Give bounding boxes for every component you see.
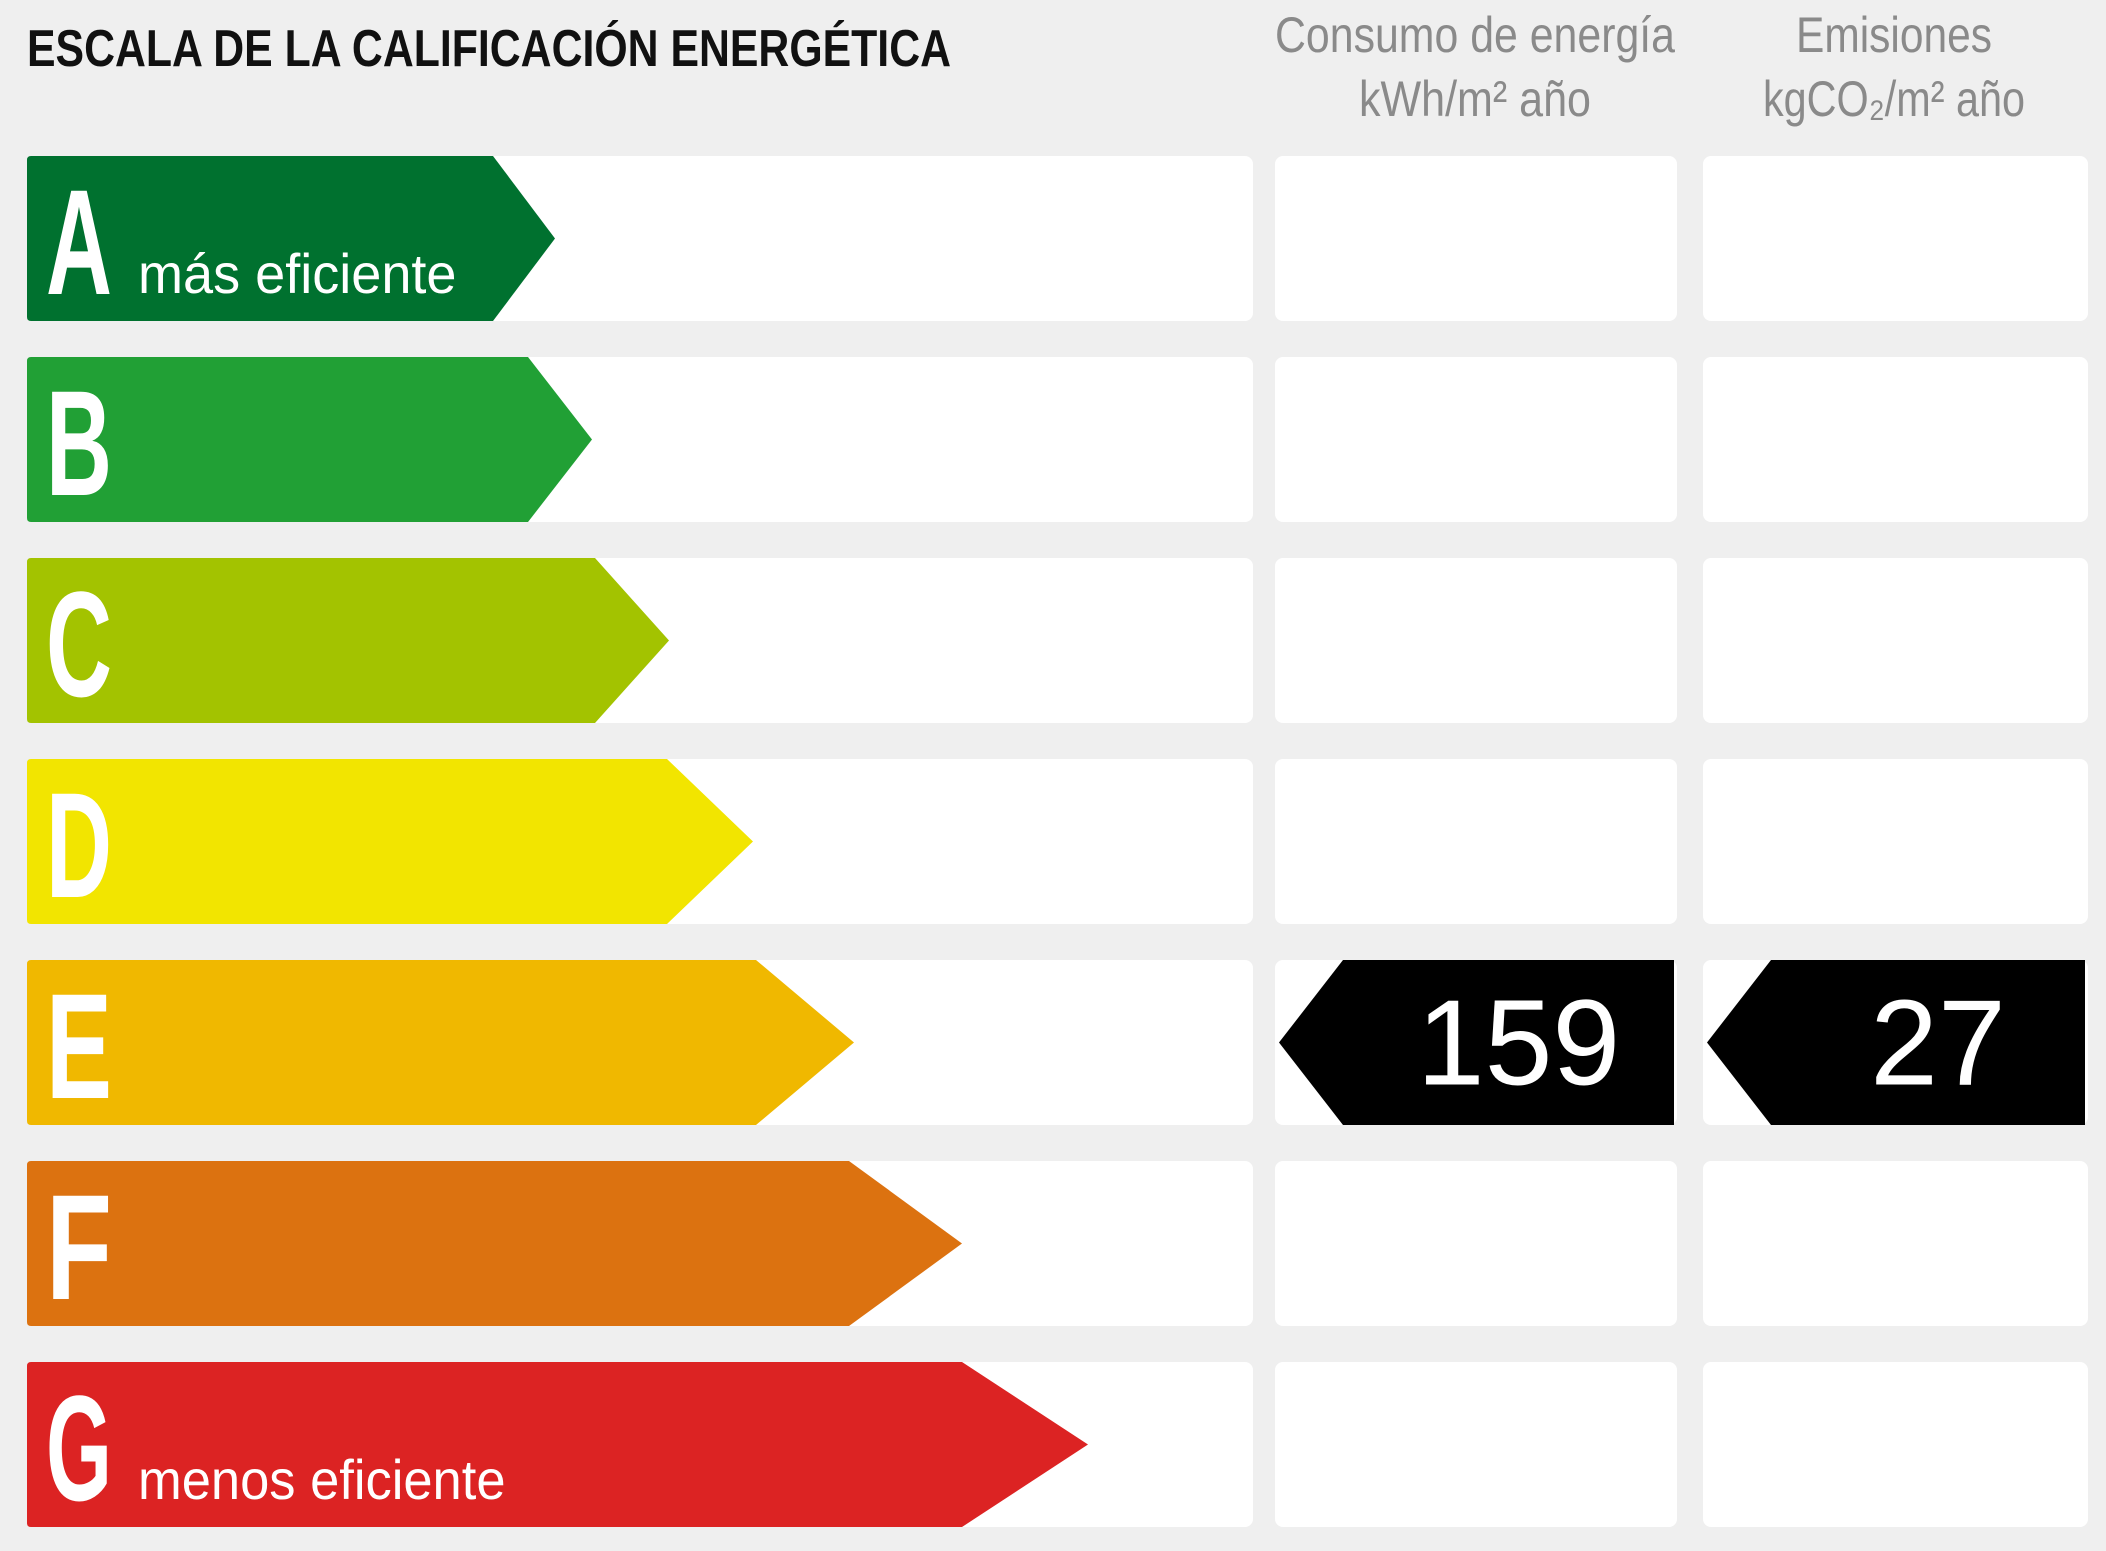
column-title: Consumo de energía xyxy=(1275,7,1675,63)
rating-arrow xyxy=(27,558,669,723)
column-unit: kgCO₂/m² año xyxy=(1763,71,2025,127)
value-cell xyxy=(1275,156,1677,321)
column-unit: kWh/m² año xyxy=(1359,71,1591,127)
rating-arrow xyxy=(27,156,555,321)
rating-arrow xyxy=(27,1161,962,1326)
value-cell xyxy=(1703,759,2088,924)
value-cell xyxy=(1703,1161,2088,1326)
value-cell xyxy=(1703,156,2088,321)
value-marker xyxy=(1279,960,1674,1125)
rating-letter: A xyxy=(46,158,112,326)
rating-arrow xyxy=(27,357,592,522)
rating-arrow xyxy=(27,759,753,924)
value-label: 27 xyxy=(1870,975,2006,1111)
value-cell xyxy=(1703,1362,2088,1527)
column-title: Emisiones xyxy=(1796,7,1992,63)
rating-letter: D xyxy=(46,761,112,929)
value-cell xyxy=(1703,558,2088,723)
rating-letter: C xyxy=(46,560,112,728)
rating-letter: E xyxy=(46,962,112,1130)
value-cell xyxy=(1703,357,2088,522)
value-cell xyxy=(1275,357,1677,522)
value-marker xyxy=(1707,960,2085,1125)
value-label: 159 xyxy=(1417,975,1621,1111)
value-cell xyxy=(1275,759,1677,924)
rating-arrow xyxy=(27,1362,1088,1527)
rating-letter: B xyxy=(46,359,112,527)
value-cell xyxy=(1275,558,1677,723)
rating-description: menos eficiente xyxy=(138,1448,506,1511)
rating-arrow xyxy=(27,960,854,1125)
rating-letter: G xyxy=(46,1364,112,1532)
value-cell xyxy=(1275,1362,1677,1527)
rating-letter: F xyxy=(46,1163,112,1331)
value-cell xyxy=(1275,1161,1677,1326)
rating-description: más eficiente xyxy=(138,242,457,305)
title: ESCALA DE LA CALIFICACIÓN ENERGÉTICA xyxy=(27,20,951,78)
